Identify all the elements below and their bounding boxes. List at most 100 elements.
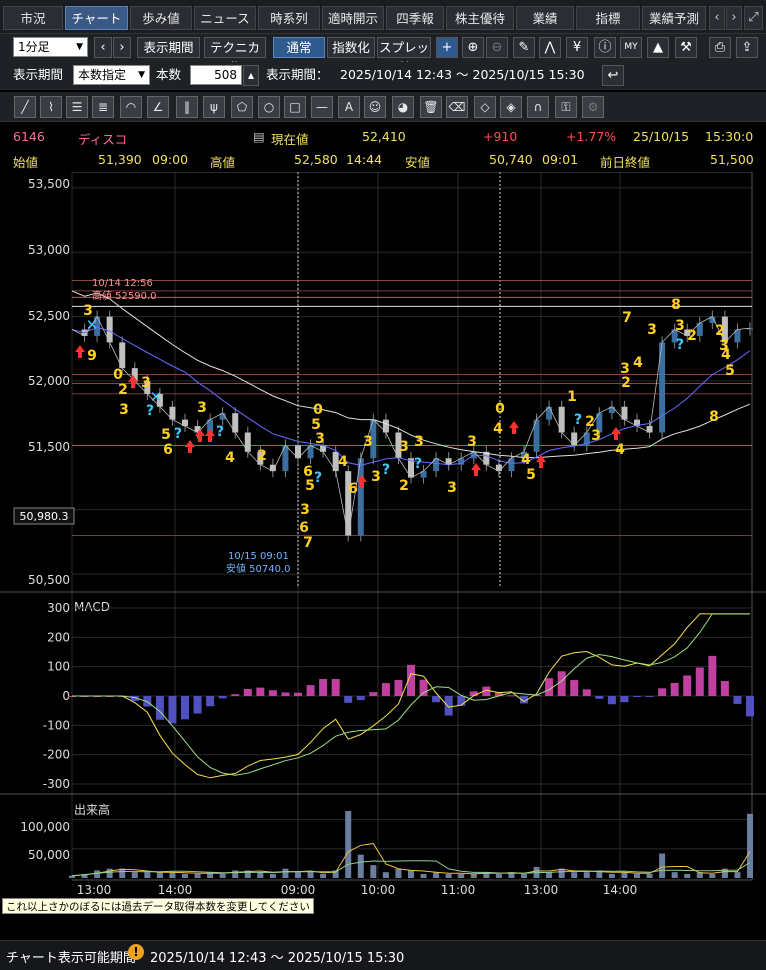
my-icon[interactable]: MY — [620, 37, 642, 58]
tab-benefits[interactable]: 株主優待 — [446, 6, 514, 30]
vlines-tool-icon[interactable]: ‖ — [176, 96, 198, 118]
eraser-all-tool-icon[interactable]: ◈ — [500, 96, 522, 118]
trash-tool-icon[interactable]: ⌫ — [446, 96, 468, 118]
tab-chart[interactable]: チャート — [65, 6, 128, 30]
price-tick: 53,500 — [28, 177, 70, 191]
change-value: +910 — [483, 129, 518, 144]
ruler-tool-icon[interactable]: ⌇ — [40, 96, 62, 118]
candle — [483, 451, 490, 465]
price-chart[interactable]: 53,500 53,000 52,500 52,000 51,500 50,50… — [0, 172, 766, 910]
zoom-in-icon[interactable]: ⊕ — [462, 37, 484, 58]
high-label: 高値 — [210, 155, 236, 170]
tab-timeseries[interactable]: 時系列 — [258, 6, 320, 30]
macd-label: MACD — [74, 600, 110, 614]
line-tool-icon[interactable]: ╱ — [14, 96, 36, 118]
print-icon[interactable]: ⎙ — [709, 37, 731, 58]
technical-button[interactable]: テクニカル — [204, 37, 266, 74]
settings-tool-icon[interactable]: ⚙ — [582, 96, 604, 118]
arc-tool-icon[interactable]: ◠ — [120, 96, 142, 118]
tab-news[interactable]: ニュース — [194, 6, 256, 30]
macd-histogram-bar — [243, 688, 252, 696]
macd-histogram-bar — [432, 696, 441, 703]
buy-arrow-icon — [509, 421, 519, 434]
document-icon[interactable]: ▤ — [253, 129, 265, 144]
text-tool-icon[interactable]: A — [338, 96, 360, 118]
macd-histogram-bar — [457, 696, 466, 706]
magnet-tool-icon[interactable]: ∩ — [527, 96, 549, 118]
count-stepper-icon[interactable]: ▲ — [243, 65, 259, 86]
signal-number: 8 — [709, 409, 719, 425]
pentagon-tool-icon[interactable]: ⬠ — [231, 96, 253, 118]
macd-histogram-bar — [507, 695, 516, 697]
circle-tool-icon[interactable]: ○ — [258, 96, 280, 118]
return-icon[interactable]: ↩ — [602, 65, 624, 86]
yen-icon[interactable]: ¥ — [566, 37, 588, 58]
signal-number: 5 — [305, 478, 315, 494]
price-tick: 50,500 — [28, 573, 70, 587]
price-tick: 51,500 — [28, 440, 70, 454]
fan-tool-icon[interactable]: ∠ — [147, 96, 169, 118]
trend-icon[interactable]: ⋀ — [539, 37, 561, 58]
normal-button[interactable]: 通常 — [273, 37, 325, 58]
tab-indicators[interactable]: 指標 — [576, 6, 640, 30]
delete-tool-icon[interactable]: 🗑 — [420, 96, 442, 118]
crosshair-icon[interactable]: + — [436, 37, 458, 58]
wrench-icon[interactable]: ⚒ — [675, 37, 697, 58]
tab-disclosure[interactable]: 適時開示 — [322, 6, 384, 30]
spread-button[interactable]: スプレッド — [377, 37, 431, 74]
volume-bar — [558, 868, 565, 878]
hlines-tool-icon[interactable]: ☰ — [66, 96, 88, 118]
candle — [533, 419, 540, 452]
tab-scroll-left-icon[interactable]: ‹ — [709, 6, 725, 30]
macd-histogram-bar — [670, 682, 679, 696]
volume-bar — [81, 873, 88, 878]
volume-bar — [207, 872, 214, 878]
tab-results[interactable]: 業績 — [516, 6, 574, 30]
prev-icon[interactable]: ‹ — [94, 37, 112, 58]
candle — [282, 445, 289, 472]
candle — [94, 316, 101, 336]
tab-shikiho[interactable]: 四季報 — [386, 6, 444, 30]
macd-histogram-bar — [319, 678, 328, 696]
sticker-tool-icon[interactable]: ◕ — [392, 96, 414, 118]
macd-histogram-bar — [256, 687, 265, 696]
period-mode-select[interactable]: 本数指定 ▼ — [73, 65, 150, 85]
macd-histogram-bar — [733, 696, 742, 704]
eraser-tool-icon[interactable]: ◇ — [474, 96, 496, 118]
tab-ticks[interactable]: 歩み値 — [130, 6, 192, 30]
pen-icon[interactable]: ✎ — [513, 37, 535, 58]
signal-number: 4 — [493, 421, 503, 437]
info-icon[interactable]: ⓘ — [594, 37, 616, 58]
stock-name: ディスコ — [78, 132, 128, 147]
question-signal-icon: ? — [414, 456, 422, 472]
lock-tool-icon[interactable]: ⚿ — [555, 96, 577, 118]
volume-bar — [646, 873, 653, 878]
warning-icon[interactable]: ! — [128, 944, 144, 960]
interval-select[interactable]: 1分足 ▼ — [13, 37, 88, 57]
icon-tool-icon[interactable]: ☺ — [364, 96, 386, 118]
expand-icon[interactable]: ⤢ — [744, 6, 763, 30]
hline-tool-icon[interactable]: — — [311, 96, 333, 118]
volume-bar — [345, 810, 352, 878]
tab-market[interactable]: 市況 — [3, 6, 63, 30]
next-icon[interactable]: › — [113, 37, 131, 58]
index-button[interactable]: 指数化 — [327, 37, 375, 58]
period-button[interactable]: 表示期間 — [137, 37, 200, 58]
area-chart-icon[interactable]: ▲ — [647, 37, 669, 58]
macd-histogram-bar — [155, 696, 164, 720]
count-input[interactable]: 508 — [190, 65, 242, 85]
export-icon[interactable]: ⇪ — [736, 37, 758, 58]
pitchfork-tool-icon[interactable]: ψ — [203, 96, 225, 118]
status-bar: チャート表示可能期間 2025/10/14 12:43 〜 2025/10/15… — [0, 940, 766, 970]
tab-forecast[interactable]: 業績予測 — [642, 6, 706, 30]
zoom-out-icon[interactable]: ⊖ — [486, 37, 508, 58]
ohlc-row: 始値 51,390 09:00 高値 52,580 14:44 安値 50,74… — [0, 149, 766, 171]
macd-histogram-bar — [394, 680, 403, 696]
signal-number: 6 — [303, 464, 313, 480]
signal-number: 0 — [313, 402, 323, 418]
macd-histogram-bar — [683, 675, 692, 696]
candle — [646, 426, 653, 433]
rect-tool-icon[interactable]: □ — [284, 96, 306, 118]
channel-tool-icon[interactable]: ≣ — [92, 96, 114, 118]
tab-scroll-right-icon[interactable]: › — [726, 6, 742, 30]
